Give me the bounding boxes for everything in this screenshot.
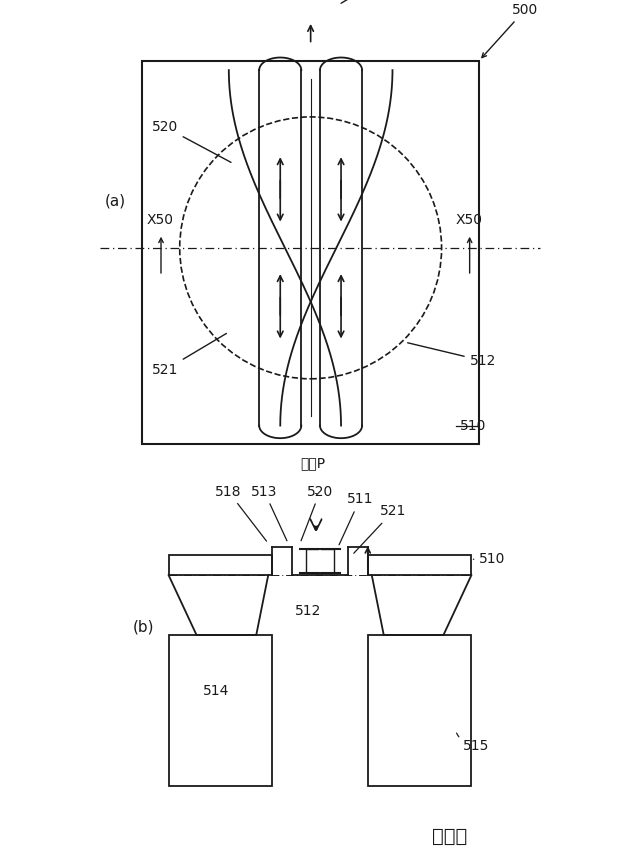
Bar <box>142 61 479 444</box>
Text: 513: 513 <box>251 484 287 540</box>
Text: 512: 512 <box>408 343 496 368</box>
Bar <box>368 635 472 786</box>
Bar <box>306 549 334 573</box>
Text: 512: 512 <box>295 604 321 618</box>
Text: X50: X50 <box>456 213 483 228</box>
Text: (a): (a) <box>105 194 126 209</box>
Text: 514: 514 <box>204 683 230 698</box>
Text: (b): (b) <box>132 619 154 635</box>
Text: 520: 520 <box>301 484 333 540</box>
Text: 圧力P: 圧力P <box>300 456 325 470</box>
Bar <box>368 555 472 575</box>
Text: 511: 511 <box>339 493 373 545</box>
Text: 図５０: 図５０ <box>431 827 467 846</box>
Text: 510: 510 <box>460 419 486 433</box>
Text: 518: 518 <box>215 484 266 541</box>
Text: 520: 520 <box>152 120 231 162</box>
Bar <box>168 635 272 786</box>
Text: 510: 510 <box>474 553 506 566</box>
Text: 521: 521 <box>354 504 406 553</box>
Text: X50: X50 <box>147 213 174 228</box>
Text: 500: 500 <box>482 3 538 57</box>
Text: 515: 515 <box>456 734 490 753</box>
Text: 511: 511 <box>341 0 421 3</box>
Text: 521: 521 <box>152 333 227 377</box>
Bar <box>168 555 272 575</box>
